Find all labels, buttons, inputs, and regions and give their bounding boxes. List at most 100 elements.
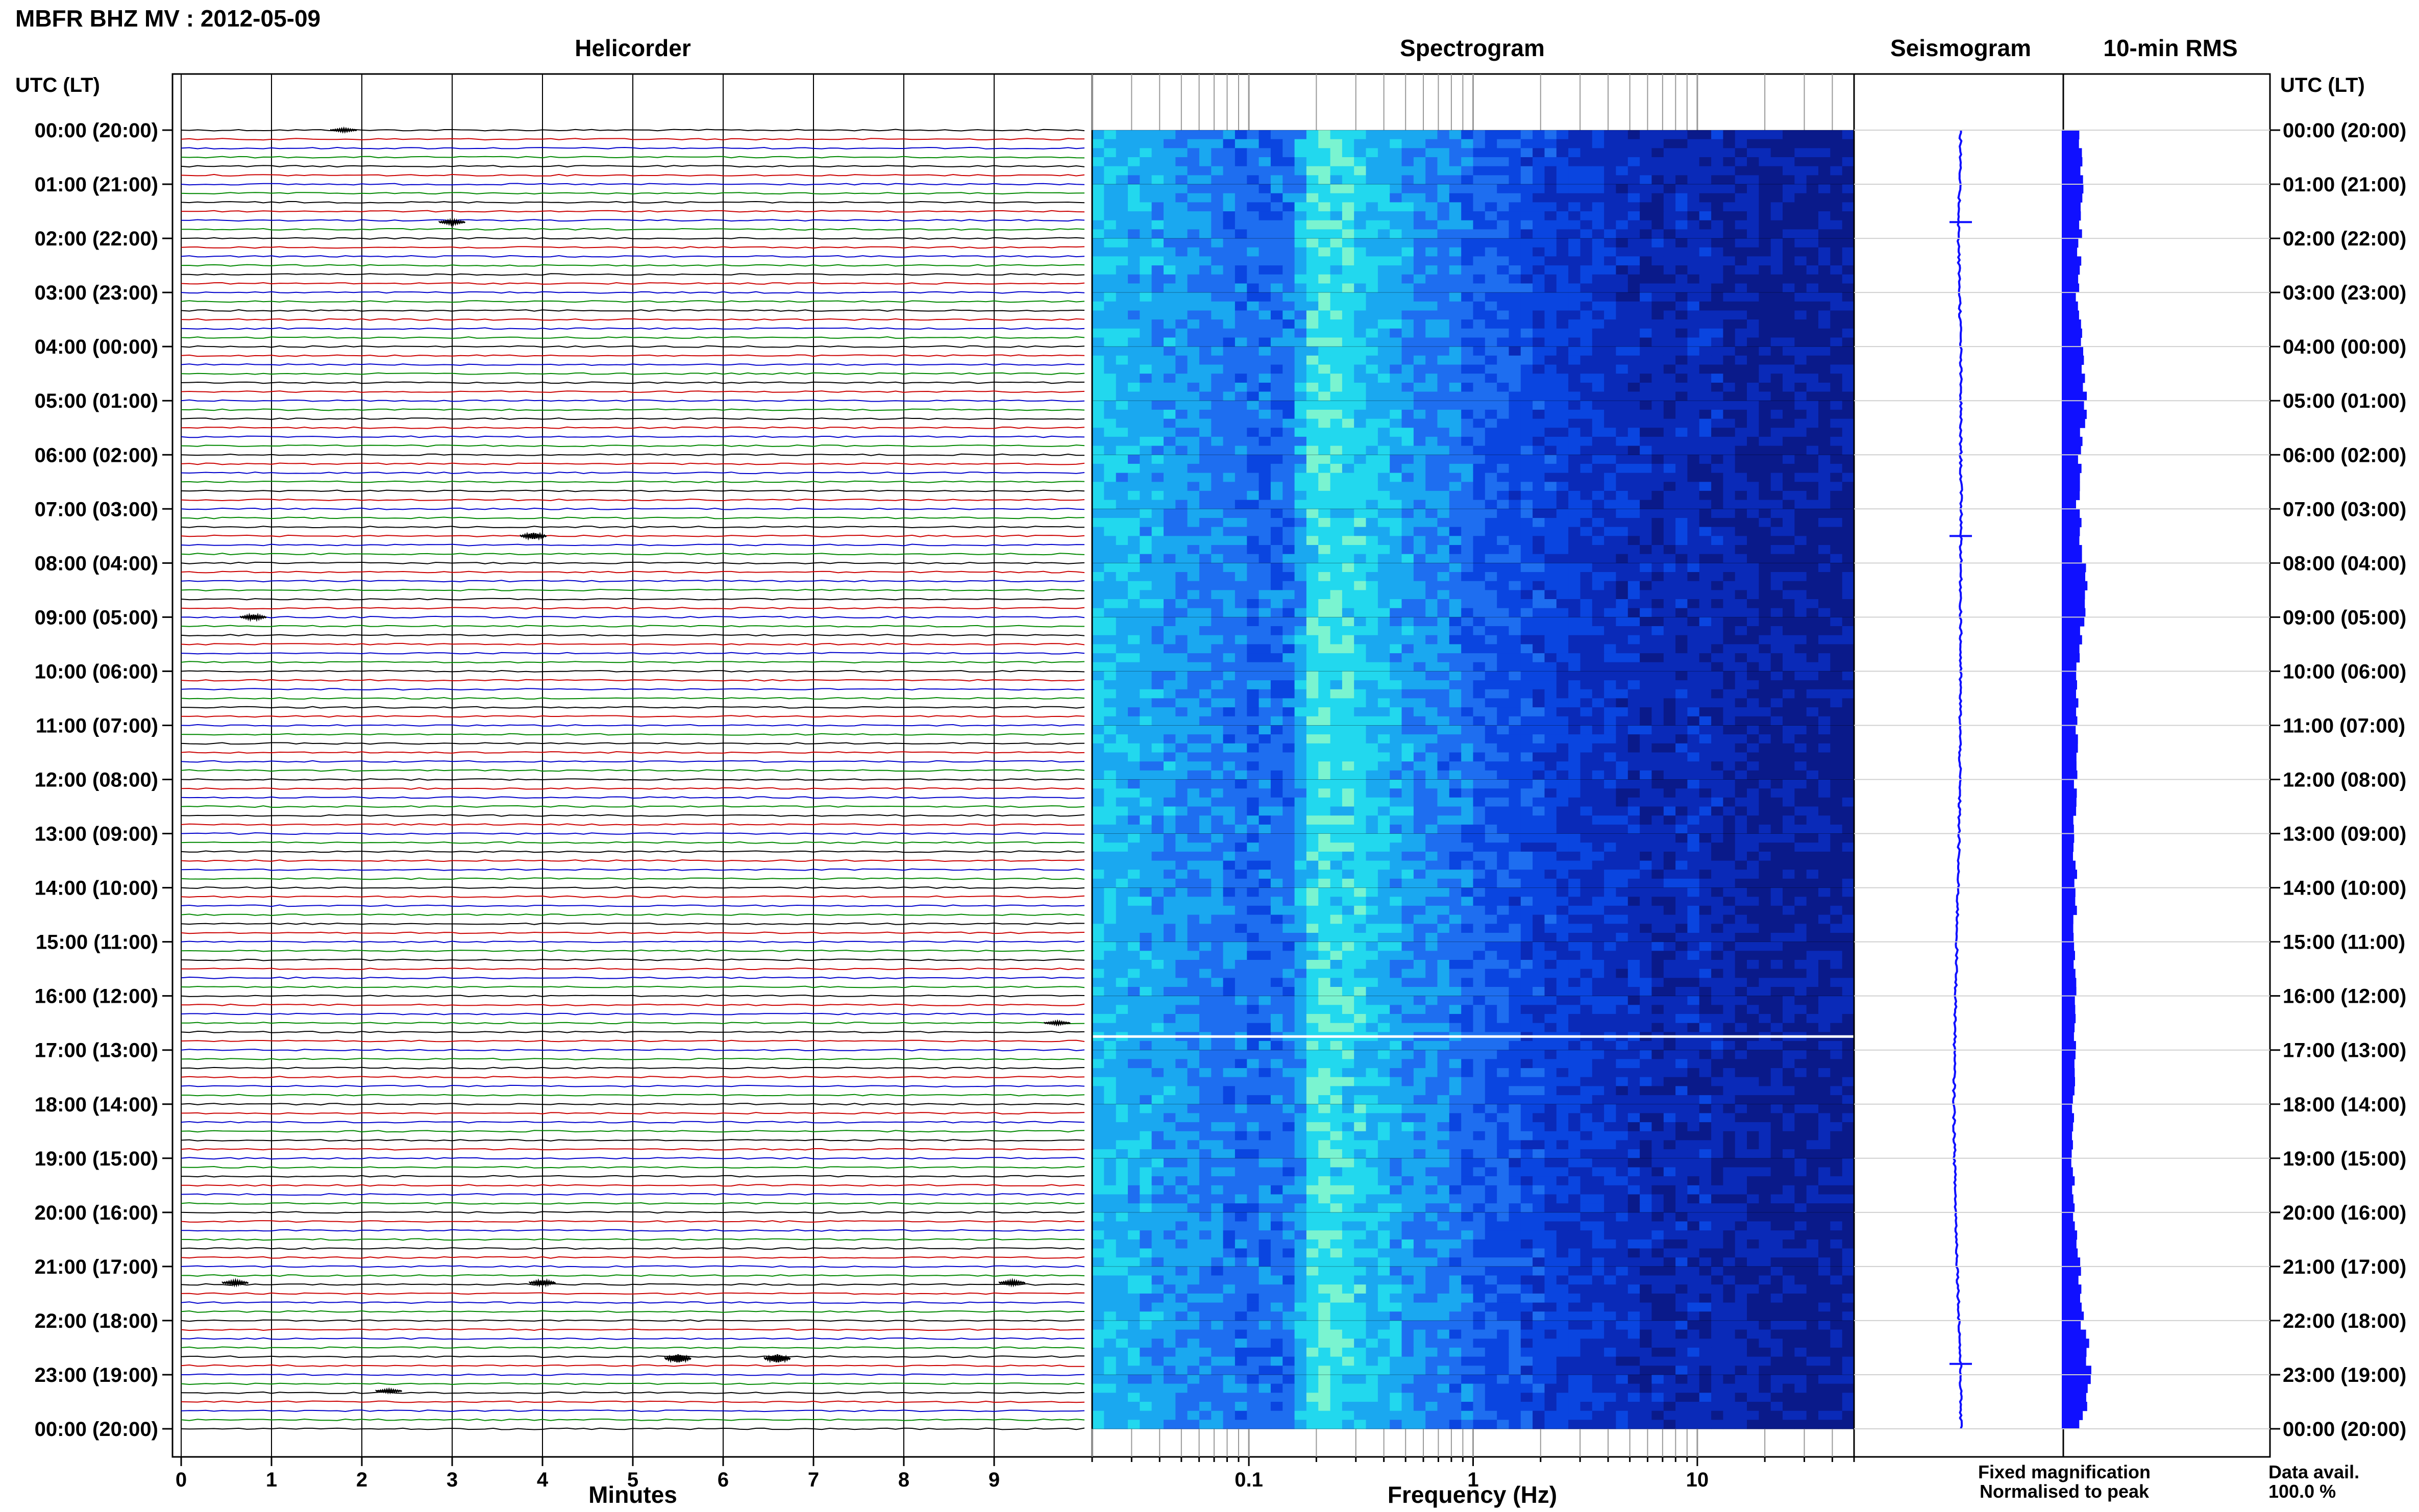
spectrogram-cell <box>1485 274 1497 284</box>
spectrogram-cell <box>1509 247 1521 257</box>
spectrogram-cell <box>1818 770 1831 780</box>
spectrogram-cell <box>1651 743 1664 753</box>
spectrogram-cell <box>1366 220 1378 230</box>
spectrogram-cell <box>1151 734 1164 744</box>
helicorder-trace <box>181 480 1085 483</box>
spectrogram-cell <box>1509 346 1521 356</box>
spectrogram-cell <box>1616 418 1628 428</box>
spectrogram-cell <box>1425 500 1438 509</box>
spectrogram-cell <box>1783 211 1795 221</box>
spectrogram-cell <box>1187 653 1200 663</box>
spectrogram-cell <box>1687 752 1700 762</box>
spectrogram-cell <box>1580 581 1593 590</box>
spectrogram-cell <box>1568 175 1581 185</box>
spectrogram-cell <box>1247 202 1260 212</box>
spectrogram-cell <box>1580 409 1593 419</box>
spectrogram-cell <box>1556 500 1569 509</box>
spectrogram-cell <box>1354 545 1367 555</box>
spectrogram-cell <box>1509 490 1521 501</box>
spectrogram-cell <box>1116 310 1128 320</box>
spectrogram-cell <box>1675 256 1688 266</box>
spectrogram-cell <box>1651 157 1664 167</box>
spectrogram-cell <box>1818 238 1831 248</box>
spectrogram-cell <box>1413 617 1426 627</box>
spectrogram-cell <box>1675 247 1688 257</box>
spectrogram-cell <box>1711 644 1723 654</box>
spectrogram-cell <box>1699 229 1712 239</box>
spectrogram-cell <box>1282 346 1295 356</box>
spectrogram-cell <box>1830 518 1843 528</box>
helicorder-trace <box>181 462 1085 465</box>
spectrogram-cell <box>1187 337 1200 347</box>
spectrogram-cell <box>1128 166 1140 176</box>
spectrogram-cell <box>1806 743 1819 753</box>
spectrogram-cell <box>1473 761 1486 771</box>
spectrogram-cell <box>1342 401 1354 410</box>
spectrogram-cell <box>1783 374 1795 383</box>
spectrogram-cell <box>1794 229 1807 239</box>
spectrogram-cell <box>1151 337 1164 347</box>
spectrogram-cell <box>1164 608 1176 617</box>
spectrogram-cell <box>1818 283 1831 293</box>
spectrogram-cell <box>1497 482 1510 491</box>
spectrogram-cell <box>1461 581 1474 590</box>
helicorder-trace <box>181 1247 1085 1250</box>
spectrogram-cell <box>1509 337 1521 347</box>
spectrogram-cell <box>1485 310 1497 320</box>
spectrogram-cell <box>1509 265 1521 275</box>
spectrogram-cell <box>1604 157 1616 167</box>
spectrogram-cell <box>1818 545 1831 555</box>
spectrogram-cell <box>1235 256 1247 266</box>
spectrogram-cell <box>1711 364 1723 374</box>
spectrogram-cell <box>1830 572 1843 582</box>
spectrogram-cell <box>1806 436 1819 447</box>
spectrogram-cell <box>1437 779 1450 789</box>
spectrogram-cell <box>1401 148 1414 158</box>
spectrogram-cell <box>1116 319 1128 329</box>
spectrogram-cell <box>1556 202 1569 212</box>
spectrogram-cell <box>1473 734 1486 744</box>
spectrogram-cell <box>1556 364 1569 374</box>
spectrogram-cell <box>1199 788 1212 798</box>
spectrogram-cell <box>1104 509 1117 518</box>
spectrogram-cell <box>1270 608 1283 617</box>
spectrogram-cell <box>1461 328 1474 338</box>
spectrogram-cell <box>1425 752 1438 762</box>
spectrogram-cell <box>1759 743 1771 753</box>
spectrogram-cell <box>1223 518 1236 528</box>
spectrogram-cell <box>1747 779 1759 789</box>
spectrogram-cell <box>1580 716 1593 726</box>
spectrogram-cell <box>1413 599 1426 609</box>
spectrogram-cell <box>1568 689 1581 699</box>
spectrogram-cell <box>1270 779 1283 789</box>
spectrogram-cell <box>1116 193 1128 203</box>
spectrogram-cell <box>1282 599 1295 609</box>
spectrogram-cell <box>1568 797 1581 807</box>
spectrogram-cell <box>1425 274 1438 284</box>
spectrogram-cell <box>1164 725 1176 735</box>
helicorder-trace <box>181 1283 1085 1286</box>
spectrogram-cell <box>1199 328 1212 338</box>
spectrogram-cell <box>1294 689 1307 699</box>
spectrogram-cell <box>1116 265 1128 275</box>
spectrogram-cell <box>1199 436 1212 447</box>
spectrogram-cell <box>1306 788 1319 798</box>
spectrogram-cell <box>1390 797 1402 807</box>
spectrogram-cell <box>1627 401 1640 410</box>
spectrogram-cell <box>1092 581 1104 590</box>
spectrogram-cell <box>1258 482 1271 491</box>
spectrogram-cell <box>1116 247 1128 257</box>
helicorder-x-tick-label: 3 <box>447 1469 458 1491</box>
spectrogram-cell <box>1211 527 1224 536</box>
spectrogram-cell <box>1783 319 1795 329</box>
spectrogram-cell <box>1164 418 1176 428</box>
spectrogram-cell <box>1235 509 1247 518</box>
spectrogram-cell <box>1568 310 1581 320</box>
spectrogram-cell <box>1627 346 1640 356</box>
spectrogram-cell <box>1270 202 1283 212</box>
spectrogram-cell <box>1140 671 1152 681</box>
spectrogram-cell <box>1783 653 1795 663</box>
spectrogram-cell <box>1711 770 1723 780</box>
spectrogram-cell <box>1366 463 1378 474</box>
spectrogram-cell <box>1092 680 1104 690</box>
